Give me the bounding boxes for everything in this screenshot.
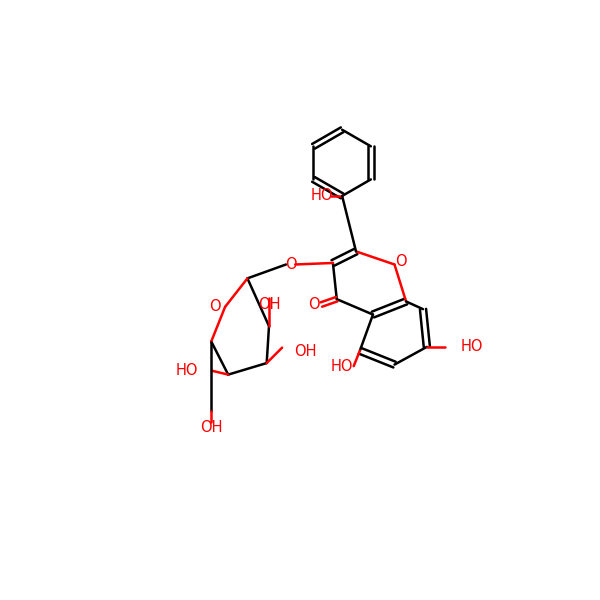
Text: OH: OH xyxy=(258,297,280,312)
Text: OH: OH xyxy=(295,344,317,359)
Text: HO: HO xyxy=(330,359,353,374)
Text: HO: HO xyxy=(461,340,483,355)
Text: HO: HO xyxy=(311,188,334,203)
Text: OH: OH xyxy=(200,420,223,435)
Text: HO: HO xyxy=(176,363,198,378)
Text: O: O xyxy=(285,257,296,272)
Text: O: O xyxy=(308,297,319,312)
Text: O: O xyxy=(395,254,406,269)
Text: O: O xyxy=(209,299,221,314)
